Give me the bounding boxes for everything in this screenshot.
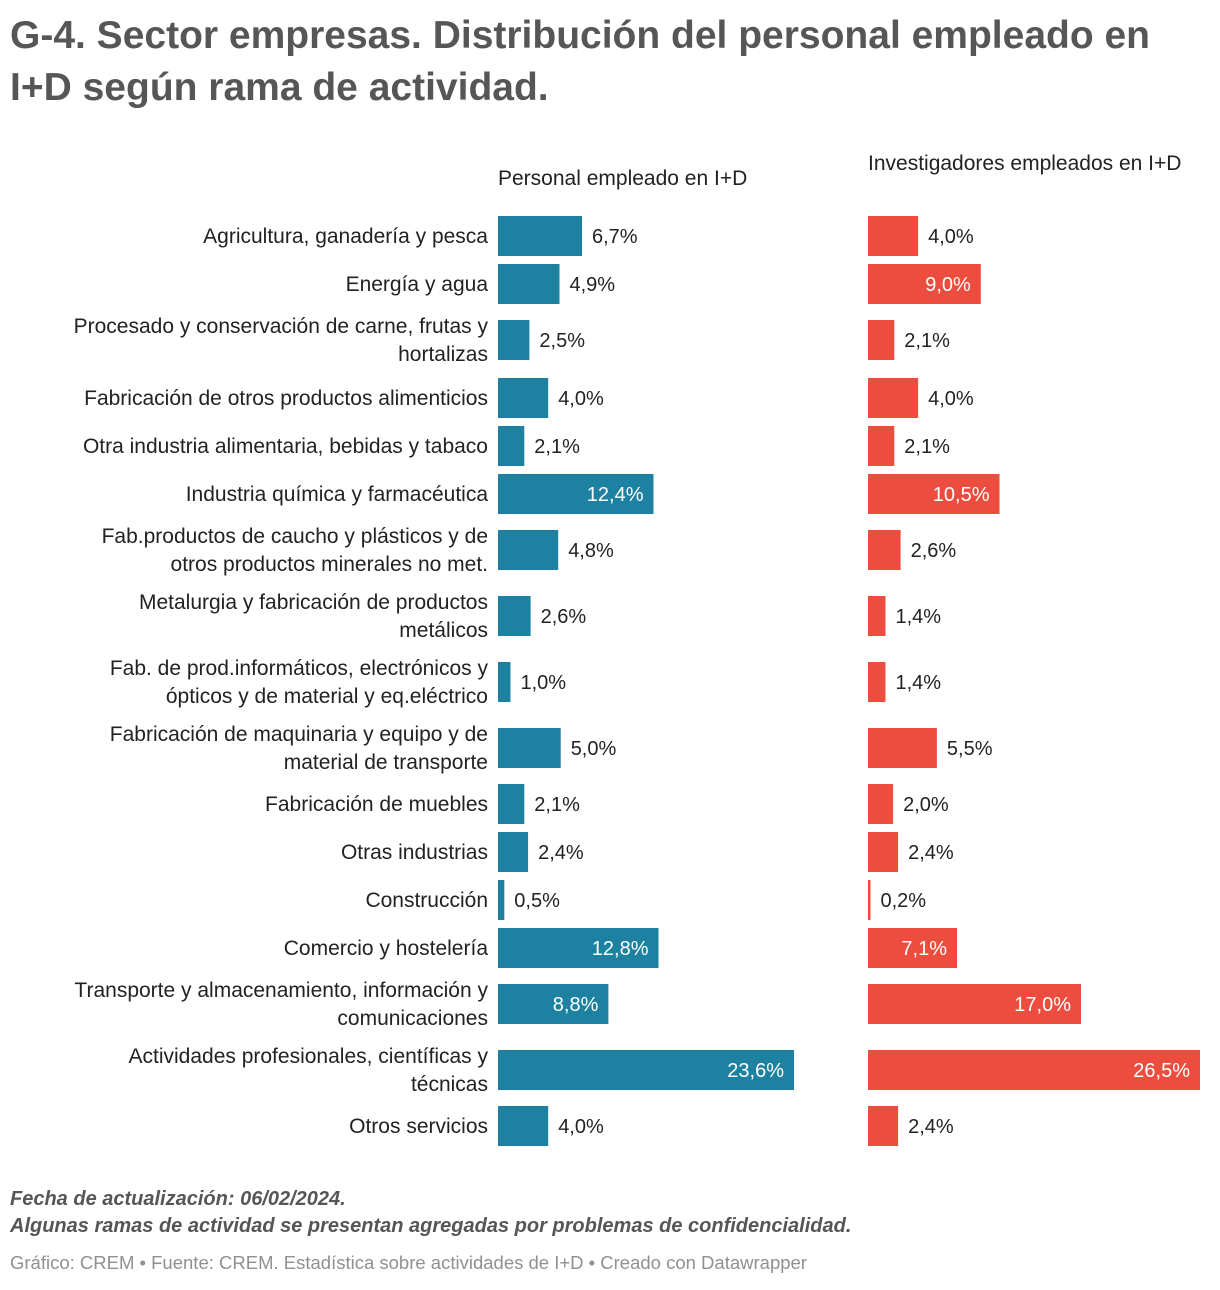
personal-bar-0 xyxy=(498,216,582,256)
personal-bar-4 xyxy=(498,426,525,466)
investigadores-bar-11 xyxy=(868,832,899,872)
personal-bar-13 xyxy=(498,928,659,968)
investigadores-value-label-14: 17,0% xyxy=(1014,994,1071,1016)
investigadores-bar-2 xyxy=(868,320,895,360)
category-label-fab-productos-de-caucho-y-plasticos-y-de-otros-p: Fab.productos de caucho y plásticos y de… xyxy=(102,525,488,576)
investigadores-value-label-7: 1,4% xyxy=(896,606,942,628)
investigadores-value-label-16: 2,4% xyxy=(908,1116,954,1138)
investigadores-bar-4 xyxy=(868,426,895,466)
personal-value-label-15: 23,6% xyxy=(727,1060,784,1082)
personal-value-label-5: 12,4% xyxy=(587,484,644,506)
category-label-fabricacion-de-otros-productos-alimenticios: Fabricación de otros productos alimentic… xyxy=(84,387,488,410)
personal-value-label-2: 2,5% xyxy=(539,330,585,352)
category-label-fabricacion-de-maquinaria-y-equipo-y-de-material: Fabricación de maquinaria y equipo y de m… xyxy=(110,723,488,774)
investigadores-bar-6 xyxy=(868,530,901,570)
personal-value-label-16: 4,0% xyxy=(558,1116,604,1138)
update-date-note: Fecha de actualización: 06/02/2024. xyxy=(10,1188,346,1210)
personal-bar-10 xyxy=(498,784,525,824)
category-label-actividades-profesionales-cientificas-y-tecnicas: Actividades profesionales, científicas y… xyxy=(128,1045,488,1096)
personal-value-label-1: 4,9% xyxy=(570,274,616,296)
category-label-otras-industrias: Otras industrias xyxy=(341,841,488,864)
investigadores-bar-7 xyxy=(868,596,886,636)
category-label-transporte-y-almacenamiento-informacion-y-comuni: Transporte y almacenamiento, información… xyxy=(74,979,488,1030)
category-label-fabricacion-de-muebles: Fabricación de muebles xyxy=(265,793,488,816)
category-label-comercio-y-hosteleria: Comercio y hostelería xyxy=(284,937,489,960)
personal-value-label-0: 6,7% xyxy=(592,226,638,248)
personal-value-label-12: 0,5% xyxy=(514,890,560,912)
investigadores-value-label-5: 10,5% xyxy=(933,484,990,506)
investigadores-value-label-15: 26,5% xyxy=(1133,1060,1190,1082)
personal-bar-5 xyxy=(498,474,654,514)
personal-bar-16 xyxy=(498,1106,549,1146)
chart-title: G-4. Sector empresas. Distribución del p… xyxy=(10,14,1151,109)
investigadores-bar-0 xyxy=(868,216,919,256)
category-label-energia-y-agua: Energía y agua xyxy=(346,273,489,296)
investigadores-bar-3 xyxy=(868,378,919,418)
confidentiality-note: Algunas ramas de actividad se presentan … xyxy=(10,1215,852,1237)
investigadores-value-label-4: 2,1% xyxy=(904,436,950,458)
category-label-metalurgia-y-fabricacion-de-productos-metalicos: Metalurgia y fabricación de productos met… xyxy=(139,591,488,642)
investigadores-bar-12 xyxy=(868,880,871,920)
series-header-personal: Personal empleado en I+D xyxy=(498,167,748,190)
investigadores-value-label-2: 2,1% xyxy=(904,330,950,352)
investigadores-bar-14 xyxy=(868,984,1081,1024)
investigadores-bar-9 xyxy=(868,728,937,768)
investigadores-value-label-3: 4,0% xyxy=(928,388,974,410)
personal-bar-15 xyxy=(498,1050,794,1090)
series-header-investigadores: Investigadores empleados en I+D xyxy=(868,152,1182,175)
category-label-fab-de-prod-informaticos-electronicos-y-opticos-: Fab. de prod.informáticos, electrónicos … xyxy=(110,657,489,708)
personal-value-label-3: 4,0% xyxy=(558,388,604,410)
personal-value-label-9: 5,0% xyxy=(571,738,617,760)
personal-value-label-13: 12,8% xyxy=(592,938,649,960)
investigadores-value-label-0: 4,0% xyxy=(928,226,974,248)
investigadores-value-label-9: 5,5% xyxy=(947,738,993,760)
investigadores-value-label-13: 7,1% xyxy=(901,938,947,960)
personal-bar-9 xyxy=(498,728,561,768)
investigadores-bar-5 xyxy=(868,474,1000,514)
personal-value-label-11: 2,4% xyxy=(538,842,584,864)
category-label-otros-servicios: Otros servicios xyxy=(349,1115,488,1138)
personal-bar-2 xyxy=(498,320,530,360)
personal-value-label-6: 4,8% xyxy=(568,540,614,562)
investigadores-bar-1 xyxy=(868,264,981,304)
chart-credits: Gráfico: CREM • Fuente: CREM. Estadístic… xyxy=(10,1252,807,1273)
personal-bar-11 xyxy=(498,832,529,872)
investigadores-bar-13 xyxy=(868,928,957,968)
category-label-agricultura-ganaderia-y-pesca: Agricultura, ganadería y pesca xyxy=(203,225,488,248)
personal-bar-1 xyxy=(498,264,560,304)
investigadores-bar-10 xyxy=(868,784,894,824)
investigadores-value-label-8: 1,4% xyxy=(896,672,942,694)
category-label-industria-quimica-y-farmaceutica: Industria química y farmacéutica xyxy=(186,483,489,506)
personal-bar-12 xyxy=(498,880,505,920)
investigadores-bar-8 xyxy=(868,662,886,702)
investigadores-bar-15 xyxy=(868,1050,1200,1090)
category-label-otra-industria-alimentaria-bebidas-y-tabaco: Otra industria alimentaria, bebidas y ta… xyxy=(83,435,488,458)
investigadores-bar-16 xyxy=(868,1106,899,1146)
category-label-procesado-y-conservacion-de-carne-frutas-y-horta: Procesado y conservación de carne, fruta… xyxy=(74,315,489,366)
investigadores-value-label-11: 2,4% xyxy=(908,842,954,864)
personal-value-label-10: 2,1% xyxy=(534,794,580,816)
investigadores-value-label-12: 0,2% xyxy=(881,890,927,912)
personal-bar-14 xyxy=(498,984,609,1024)
personal-value-label-8: 1,0% xyxy=(521,672,567,694)
bar-chart: Agricultura, ganadería y pesca 6,7% 4,0% En… xyxy=(74,216,1200,1146)
personal-value-label-14: 8,8% xyxy=(553,994,599,1016)
personal-value-label-4: 2,1% xyxy=(534,436,580,458)
personal-bar-7 xyxy=(498,596,531,636)
personal-bar-6 xyxy=(498,530,559,570)
investigadores-value-label-6: 2,6% xyxy=(911,540,957,562)
personal-value-label-7: 2,6% xyxy=(541,606,587,628)
investigadores-value-label-10: 2,0% xyxy=(903,794,949,816)
personal-bar-8 xyxy=(498,662,511,702)
personal-bar-3 xyxy=(498,378,549,418)
category-label-construccion: Construcción xyxy=(365,889,488,912)
chart-notes: Fecha de actualización: 06/02/2024. Algu… xyxy=(10,1186,1200,1240)
investigadores-value-label-1: 9,0% xyxy=(925,274,971,296)
